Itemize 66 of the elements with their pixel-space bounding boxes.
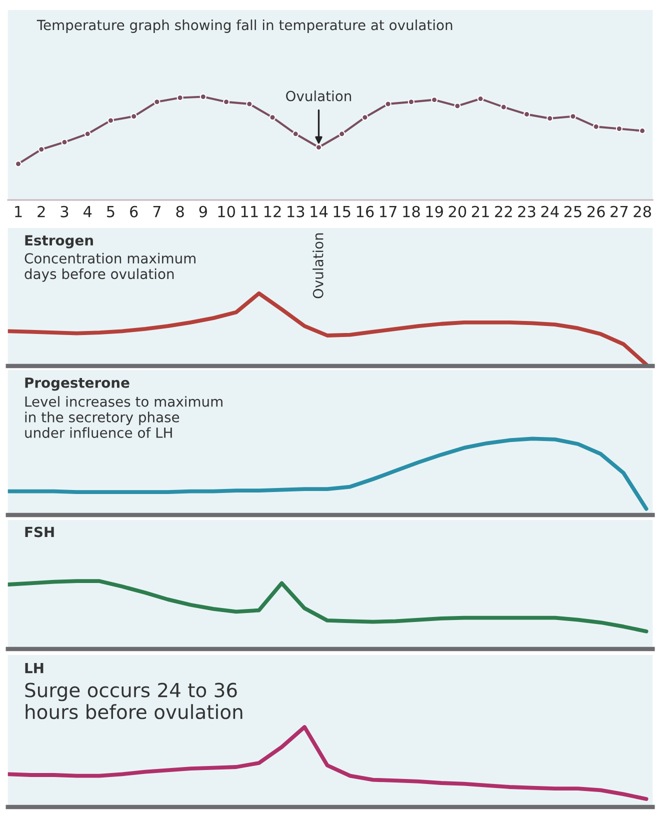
point <box>107 117 114 124</box>
point <box>222 98 230 106</box>
point <box>154 98 160 106</box>
point <box>38 146 45 153</box>
point <box>616 125 623 132</box>
point <box>315 144 322 151</box>
point <box>546 115 554 122</box>
x-tick-label: 24 <box>541 206 559 218</box>
x-tick-label: 16 <box>356 206 374 218</box>
point <box>14 160 22 168</box>
x-tick-label: 1 <box>15 206 22 218</box>
x-tick-label: 23 <box>518 206 536 218</box>
x-tick-label: 25 <box>564 206 582 218</box>
point <box>200 93 206 100</box>
point <box>269 114 276 121</box>
x-tick-label: 18 <box>403 206 420 218</box>
x-tick-label: 9 <box>199 206 207 218</box>
chart-subtitle: Level increases to maximum in the secretory phase under influence of LH <box>25 396 222 438</box>
x-tick-label: 10 <box>218 206 235 218</box>
x-tick-label: 14 <box>310 206 328 218</box>
point <box>523 110 530 118</box>
chart-title: Progesterone <box>25 378 130 391</box>
annotation: Ovulation <box>286 90 352 102</box>
x-tick-label: 11 <box>241 206 258 218</box>
point <box>408 98 414 106</box>
x-tick-label: 4 <box>84 206 92 218</box>
chart-title: FSH <box>25 526 54 538</box>
chart-title: LH <box>25 663 44 674</box>
x-tick-label: 3 <box>60 206 68 218</box>
x-tick-label: 7 <box>153 206 161 218</box>
x-tick-label: 6 <box>130 206 138 218</box>
point <box>477 96 484 102</box>
chart-title: Estrogen <box>25 235 93 248</box>
point <box>362 114 368 121</box>
x-tick-label: 21 <box>472 206 489 218</box>
point <box>570 113 576 120</box>
point <box>338 130 346 138</box>
point <box>384 100 392 108</box>
chart-subtitle: Surge occurs 24 to 36 hours before ovulation <box>25 682 242 720</box>
point <box>61 138 68 146</box>
point <box>639 128 646 134</box>
point <box>592 123 600 130</box>
chart-subtitle: Temperature graph showing fall in temperature at ovulation <box>36 20 452 33</box>
x-tick-label: 19 <box>426 206 443 218</box>
point <box>454 102 461 110</box>
x-tick-label: 22 <box>495 206 512 218</box>
x-tick-label: 26 <box>587 206 605 218</box>
x-tick-label: 15 <box>334 206 350 218</box>
point <box>84 130 91 138</box>
x-tick-label: 13 <box>288 206 304 218</box>
point <box>176 94 184 102</box>
x-tick-label: 17 <box>380 206 396 218</box>
point <box>292 130 299 138</box>
x-tick-label: 8 <box>176 206 184 218</box>
point <box>130 113 138 120</box>
point <box>431 96 438 104</box>
point <box>500 104 507 110</box>
point <box>246 100 253 108</box>
x-tick-label: 12 <box>264 206 281 218</box>
x-tick-label: 20 <box>448 206 466 218</box>
x-tick-label: 2 <box>38 206 45 218</box>
x-tick-label: 27 <box>610 206 628 218</box>
x-tick-label: 28 <box>634 206 651 218</box>
annotation: Ovulation <box>312 233 324 298</box>
x-tick-label: 5 <box>107 206 114 218</box>
chart-subtitle: Concentration maximum days before ovulation <box>24 252 196 282</box>
